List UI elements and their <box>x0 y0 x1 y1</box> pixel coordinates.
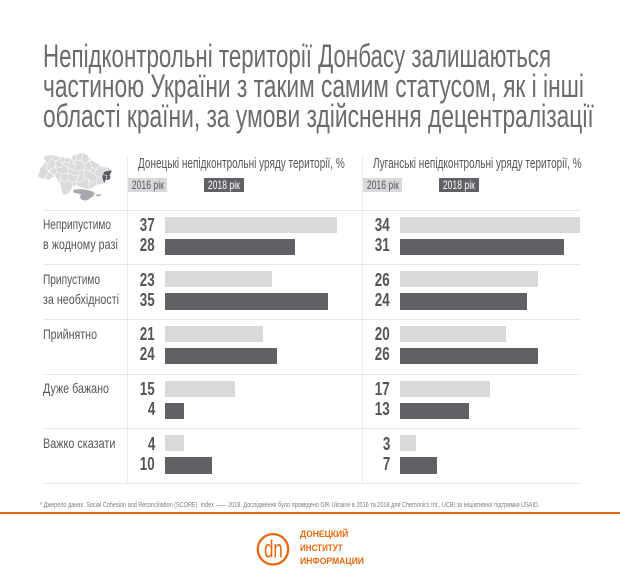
svg-text:dn: dn <box>264 537 283 564</box>
